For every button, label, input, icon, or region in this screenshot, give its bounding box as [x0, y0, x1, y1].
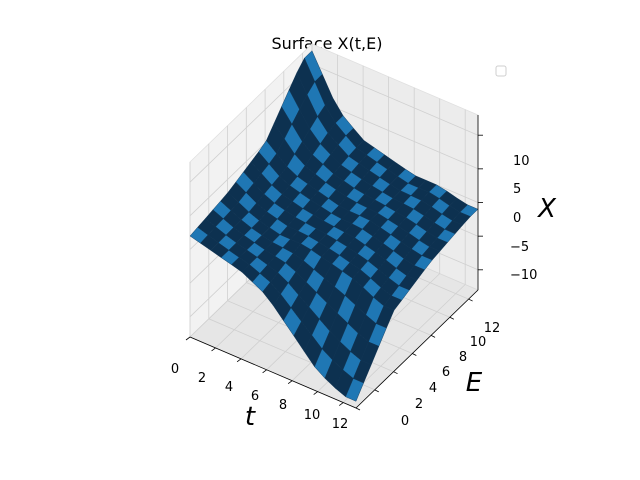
- z-tick-label: 10: [513, 154, 530, 169]
- x-tick-label: 12: [332, 417, 349, 432]
- surface-patch: [345, 378, 364, 402]
- t-tick: [185, 336, 191, 341]
- y-tick-label: 12: [484, 321, 501, 336]
- legend-box: [495, 65, 507, 77]
- e-tick: [430, 335, 436, 338]
- y-axis-label: E: [466, 368, 483, 398]
- e-tick: [449, 316, 455, 320]
- t-tick: [313, 391, 318, 395]
- e-tick: [355, 407, 361, 411]
- e-axis-line: [355, 289, 479, 409]
- t-tick: [236, 358, 242, 363]
- e-tick: [393, 371, 398, 375]
- y-tick-labels: 0 2 4 6 8 10 12: [401, 321, 500, 429]
- x-tick-label: 0: [171, 362, 179, 377]
- y-tick-label: 2: [415, 397, 423, 412]
- t-tick: [338, 402, 344, 406]
- x-tick-label: 8: [279, 398, 287, 413]
- axis-lines: [185, 115, 483, 411]
- x-tick-label: 10: [304, 408, 321, 423]
- y-tick-label: 0: [401, 414, 409, 429]
- e-tick: [468, 298, 473, 302]
- x-axis-label: t: [245, 402, 256, 432]
- x-tick-label: 4: [225, 380, 233, 395]
- t-tick: [211, 347, 216, 352]
- y-tick-label: 10: [470, 335, 487, 350]
- z-tick-label: −5: [510, 240, 529, 255]
- x-tick-labels: 0 2 4 6 8 10 12: [171, 362, 348, 432]
- surface: [189, 50, 479, 402]
- gridline-t: [342, 109, 466, 403]
- z-tick-label: −10: [510, 268, 537, 283]
- z-axis-label: X: [536, 194, 557, 224]
- e-tick: [374, 389, 379, 393]
- chart-title: Surface X(t,E): [272, 34, 383, 53]
- y-tick-label: 4: [429, 381, 437, 396]
- z-tick-label: 0: [513, 211, 521, 226]
- z-tick-label: 5: [513, 182, 521, 197]
- y-tick-label: 8: [459, 350, 467, 365]
- y-tick-label: 6: [442, 365, 450, 380]
- z-tick-labels: −10 −5 0 5 10: [510, 154, 537, 283]
- t-tick: [262, 369, 267, 374]
- t-tick: [287, 380, 293, 385]
- x-tick-label: 6: [251, 389, 259, 404]
- e-tick: [412, 353, 417, 356]
- t-axis-line: [189, 336, 357, 409]
- x-tick-label: 2: [198, 371, 206, 386]
